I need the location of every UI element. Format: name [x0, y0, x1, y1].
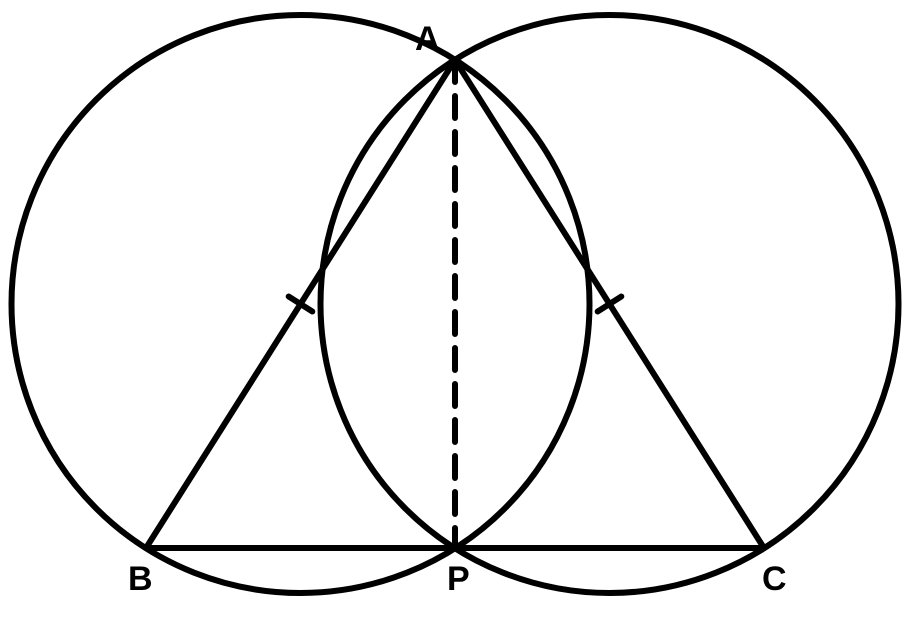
point-label-P: P [447, 560, 470, 598]
point-label-C: C [762, 560, 787, 598]
geometry-diagram: A B C P [0, 0, 910, 627]
point-label-B: B [128, 560, 153, 598]
point-label-A: A [415, 20, 440, 58]
